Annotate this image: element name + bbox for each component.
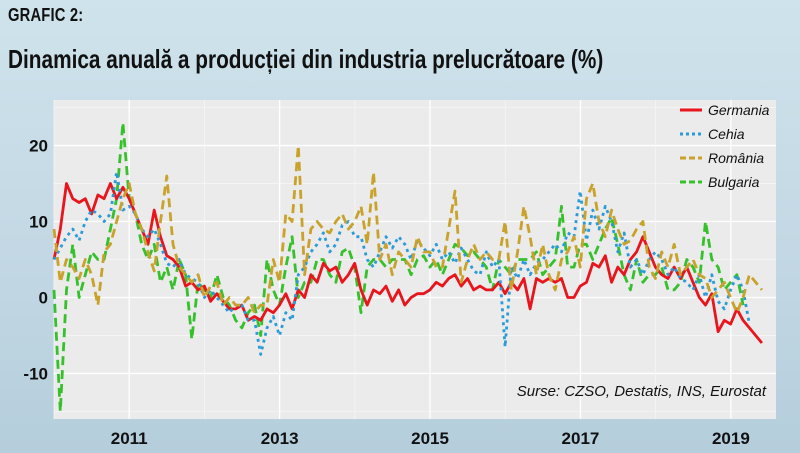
legend-label-cehia: Cehia [708,126,745,142]
source-note: Surse: CZSO, Destatis, INS, Eurostat [517,383,767,400]
chart-label: GRAFIC 2: [8,5,84,25]
x-axis-ticks: 2011 2013 2015 2017 2019 [111,429,750,448]
y-tick-label: 20 [29,137,48,156]
y-tick-label: -10 [23,364,48,383]
series-line-românia [52,144,763,315]
x-tick-label: 2017 [562,429,600,448]
y-tick-label: 0 [39,288,48,307]
x-tick-label: 2015 [411,429,449,448]
legend-label-românia: România [708,150,764,166]
series-lines [52,121,763,413]
series-line-cehia [52,170,751,356]
chart-title: Dinamica anuală a producției din industr… [8,44,604,74]
legend: Germania Cehia România Bulgaria [680,102,770,190]
legend-label-germania: Germania [708,102,770,118]
y-tick-label: 10 [29,213,48,232]
grid-lines [53,100,776,419]
series-line-bulgaria [52,121,745,413]
x-tick-label: 2019 [712,429,750,448]
y-axis-ticks: 20 10 0 -10 [23,137,48,384]
x-tick-label: 2013 [261,429,299,448]
x-tick-label: 2011 [111,429,148,448]
legend-label-bulgaria: Bulgaria [708,174,760,190]
